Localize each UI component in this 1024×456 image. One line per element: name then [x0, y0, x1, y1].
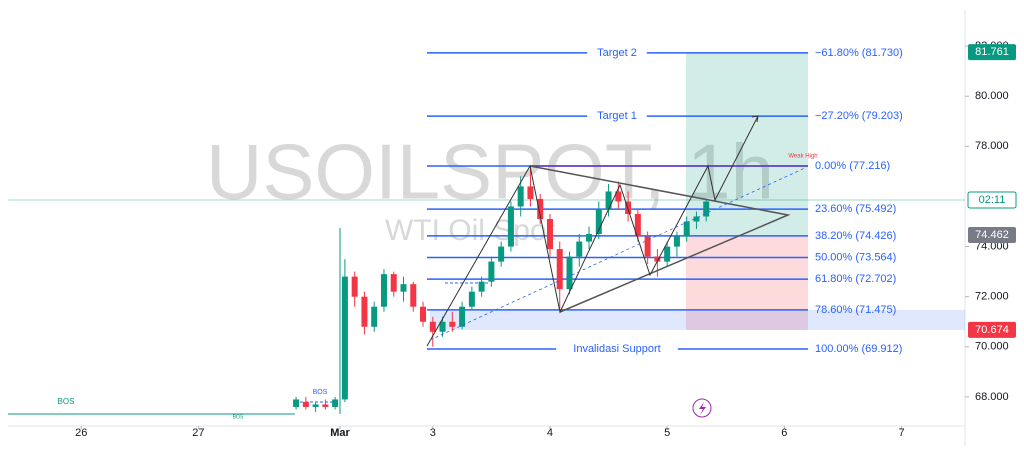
bos-label: BOS	[313, 389, 328, 396]
x-tick-label: 27	[192, 427, 204, 439]
candle-body	[537, 198, 544, 220]
watermark-subtitle: WTI Oil Spot	[385, 214, 556, 247]
candle-body	[615, 191, 622, 202]
stop-price-label-bg	[968, 321, 1016, 338]
fib-label: 78.60% (71.475)	[815, 304, 896, 316]
candle-body	[439, 321, 446, 332]
fib-name: Invalidasi Support	[573, 343, 660, 355]
candle-body	[302, 401, 309, 407]
candle-body	[556, 249, 563, 290]
candle-body	[527, 186, 534, 199]
bos-label: BOS	[58, 397, 75, 406]
candle-body	[576, 241, 583, 257]
y-tick-label: 74.000	[975, 240, 1009, 252]
candle-body	[595, 208, 602, 235]
candle-body	[507, 206, 514, 247]
support-zone	[430, 309, 965, 330]
candle-body	[498, 246, 505, 262]
candle-body	[673, 236, 680, 247]
entry-price-label-bg	[968, 226, 1016, 243]
entry-price-label: 74.462	[975, 229, 1009, 241]
candle-body	[703, 201, 710, 217]
candle-body	[341, 276, 348, 400]
fib-label: −27.20% (79.203)	[815, 110, 903, 122]
countdown: 02:11	[979, 194, 1006, 206]
candle-body	[459, 306, 466, 327]
fib-label: 50.00% (73.564)	[815, 251, 896, 263]
fib-label: 61.80% (72.702)	[815, 273, 896, 285]
stop-zone	[686, 234, 808, 330]
x-tick-label: 3	[430, 427, 436, 439]
candle-body	[586, 234, 593, 242]
fib-name-bg	[556, 342, 678, 357]
candle-body	[517, 186, 524, 207]
triangle	[529, 165, 791, 313]
trend-line	[429, 167, 806, 341]
candle-body	[693, 216, 700, 222]
candle-body	[546, 219, 553, 250]
candle-body	[468, 291, 475, 307]
y-tick-label: 72.000	[975, 291, 1009, 303]
y-tick-label: 78.000	[975, 140, 1009, 152]
candle-body	[634, 213, 641, 237]
candle-body	[312, 404, 319, 407]
fib-label: 100.00% (69.912)	[815, 343, 902, 355]
y-tick-label: 80.000	[975, 90, 1009, 102]
fib-name: Target 1	[597, 110, 637, 122]
watermark-title: USOILSPOT, 1h	[206, 128, 774, 216]
fib-name: Target 2	[597, 47, 637, 59]
candle-body	[605, 191, 612, 209]
x-tick-label: Mar	[330, 427, 350, 439]
candle-body	[644, 236, 651, 257]
weak-high-label: Weak High	[788, 154, 817, 160]
y-tick-label: 70.000	[975, 341, 1009, 353]
candle-body	[478, 281, 485, 292]
stop-price-label: 70.674	[975, 324, 1009, 336]
candle-body	[429, 321, 436, 332]
fib-label: 38.20% (74.426)	[815, 230, 896, 242]
x-tick-label: 7	[898, 427, 904, 439]
x-tick-label: 6	[781, 427, 787, 439]
candle-body	[351, 276, 358, 297]
candle-body	[410, 284, 417, 307]
candle-body	[332, 399, 339, 407]
candle-body	[380, 274, 387, 307]
target-price-label: 81.761	[975, 46, 1009, 58]
candle-body	[371, 306, 378, 327]
fib-name-bg	[587, 109, 647, 124]
x-tick-label: 4	[547, 427, 553, 439]
x-tick-label: 5	[664, 427, 670, 439]
candle-body	[654, 256, 661, 262]
candle-body	[400, 284, 407, 292]
candle-body	[566, 256, 573, 290]
fib-label: −61.80% (81.730)	[815, 47, 903, 59]
fib-label: 0.00% (77.216)	[815, 160, 890, 172]
candle-body	[322, 404, 329, 407]
target-price-label-bg	[968, 44, 1016, 61]
candle-body	[361, 296, 368, 327]
fib-name-bg	[587, 45, 647, 60]
candle-body	[683, 221, 690, 237]
candle-body	[293, 399, 300, 407]
countdown-bg	[967, 191, 1017, 209]
bos-label: BOS	[233, 414, 244, 420]
icon-bolt	[699, 402, 706, 415]
candle-body	[664, 246, 671, 262]
zigzag	[426, 115, 759, 347]
x-tick-label: 26	[75, 427, 87, 439]
arrow-head	[751, 115, 759, 123]
candle-body	[420, 306, 427, 322]
candle-body	[449, 321, 456, 327]
candle-body	[488, 261, 495, 282]
fib-label: 23.60% (75.492)	[815, 203, 896, 215]
y-tick-label: 68.000	[975, 391, 1009, 403]
candle-body	[390, 274, 397, 292]
